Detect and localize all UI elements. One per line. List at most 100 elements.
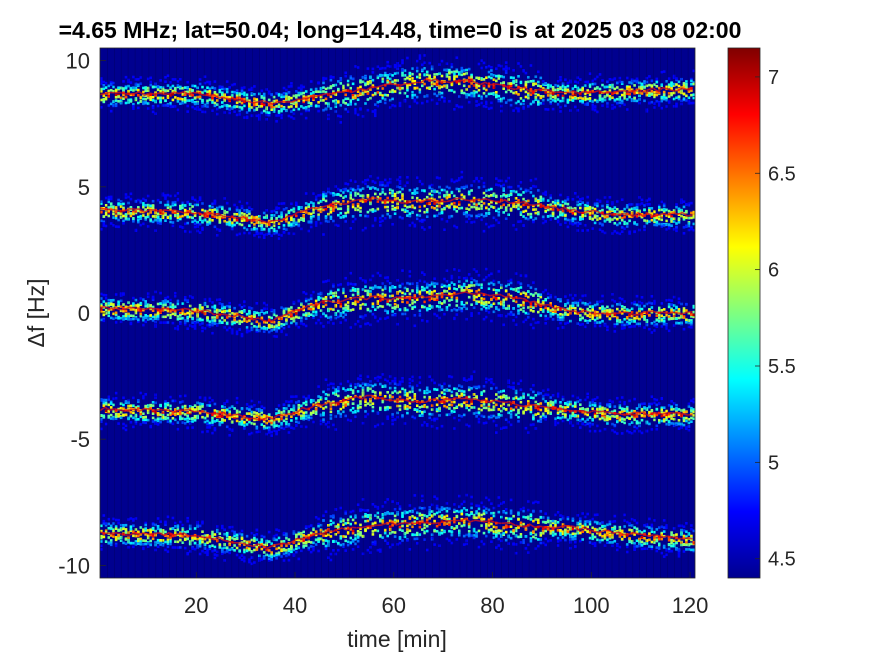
band-cell (549, 309, 552, 312)
band-cell (561, 213, 565, 216)
band-cell (337, 315, 340, 319)
band-cell (201, 99, 204, 103)
band-cell (670, 92, 673, 95)
band-cell (171, 321, 175, 325)
band-cell (618, 80, 622, 83)
band-cell (295, 315, 298, 319)
band-cell (470, 184, 473, 187)
band-cell (112, 206, 115, 210)
band-cell (196, 225, 199, 228)
band-cell (475, 214, 478, 218)
band-cell (198, 95, 202, 99)
band-cell (482, 84, 486, 88)
band-cell (376, 207, 380, 211)
band-cell (142, 205, 145, 209)
band-cell (433, 202, 436, 205)
band-cell (667, 329, 671, 333)
band-cell (228, 223, 231, 227)
band-cell (309, 294, 313, 297)
band-cell (485, 300, 488, 304)
band-cell (519, 97, 523, 100)
band-cell (672, 76, 676, 79)
band-cell (359, 206, 362, 210)
band-cell (300, 92, 303, 96)
band-cell (658, 320, 661, 323)
band-cell (611, 218, 614, 221)
band-cell (161, 86, 165, 89)
band-cell (151, 104, 155, 108)
band-cell (154, 94, 157, 97)
band-cell (262, 216, 266, 219)
band-cell (633, 96, 636, 100)
band-cell (534, 208, 538, 211)
band-cell (386, 302, 389, 306)
band-cell (421, 68, 424, 72)
band-cell (470, 312, 473, 315)
band-cell (356, 86, 360, 90)
band-cell (628, 81, 631, 84)
band-cell (517, 75, 520, 78)
band-cell (569, 304, 572, 308)
band-cell (317, 217, 320, 221)
band-cell (166, 89, 170, 93)
band-cell (648, 301, 651, 305)
band-cell (332, 308, 335, 311)
band-cell (470, 303, 473, 306)
band-cell (522, 191, 525, 194)
band-cell (623, 92, 626, 95)
band-cell (658, 306, 661, 310)
band-cell (596, 303, 599, 306)
band-cell (181, 98, 185, 101)
band-cell (285, 319, 288, 323)
band-cell (514, 91, 518, 94)
band-cell (381, 191, 385, 194)
band-cell (134, 199, 138, 203)
band-cell (475, 295, 478, 299)
band-cell (638, 309, 641, 313)
band-cell (574, 217, 577, 221)
band-cell (524, 311, 528, 315)
band-cell (440, 292, 444, 295)
band-cell (514, 83, 518, 87)
band-cell (581, 294, 584, 298)
band-cell (549, 91, 552, 95)
band-cell (304, 312, 308, 315)
band-cell (537, 80, 540, 84)
band-cell (361, 89, 365, 92)
band-cell (598, 222, 602, 225)
band-cell (638, 91, 641, 95)
band-cell (203, 303, 207, 306)
band-cell (371, 78, 375, 82)
band-cell (532, 91, 535, 95)
band-cell (292, 94, 296, 98)
band-cell (292, 300, 296, 304)
band-cell (102, 300, 106, 303)
band-cell (583, 294, 587, 297)
band-cell (675, 83, 678, 86)
band-cell (487, 188, 491, 192)
band-cell (354, 180, 357, 183)
band-cell (272, 99, 276, 103)
band-cell (630, 99, 634, 103)
band-cell (529, 292, 533, 296)
band-cell (529, 323, 533, 326)
band-cell (559, 210, 562, 214)
band-cell (685, 85, 688, 89)
band-cell (655, 90, 659, 94)
band-cell (265, 321, 268, 324)
band-cell (285, 207, 288, 210)
band-cell (561, 96, 565, 100)
band-cell (504, 217, 508, 220)
band-cell (104, 224, 108, 228)
band-cell (628, 314, 631, 317)
band-cell (337, 299, 340, 302)
band-cell (203, 301, 207, 305)
band-ridge (100, 196, 693, 224)
band-cell (319, 291, 323, 295)
band-cell (243, 317, 246, 320)
band-cell (549, 85, 552, 88)
band-cell (524, 90, 528, 94)
band-cell (445, 196, 449, 200)
band-cell (255, 221, 259, 224)
band-cell (435, 305, 439, 308)
